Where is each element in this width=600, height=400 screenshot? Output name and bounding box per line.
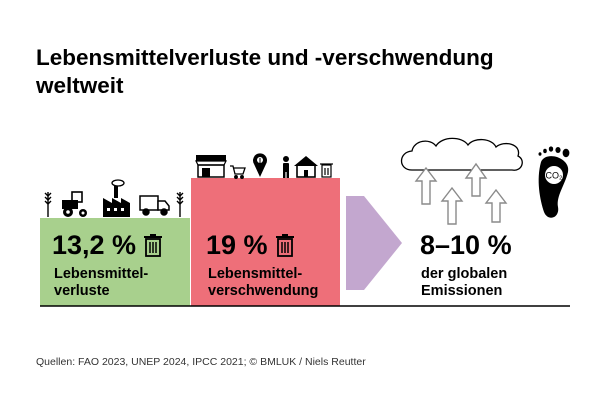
losses-value-text: 13,2 % bbox=[52, 230, 137, 260]
co2-footprint-icon: CO₂ bbox=[538, 146, 570, 218]
losses-value: 13,2 % bbox=[52, 230, 163, 260]
tractor-icon bbox=[62, 191, 87, 217]
emissions-value-text: 8–10 % bbox=[420, 230, 512, 260]
location-pin-icon bbox=[253, 153, 267, 177]
page-title: Lebensmittelverluste und -verschwendung … bbox=[36, 44, 576, 100]
losses-label: Lebensmittel- verluste bbox=[54, 266, 148, 300]
transition-arrow bbox=[346, 196, 402, 290]
wheat-icon bbox=[176, 192, 184, 217]
up-arrows-icon bbox=[414, 162, 508, 225]
source-note: Quellen: FAO 2023, UNEP 2024, IPCC 2021;… bbox=[36, 356, 366, 368]
emissions-value: 8–10 % bbox=[420, 230, 512, 260]
losses-label-line-1: Lebensmittel- bbox=[54, 266, 149, 282]
emissions-label-line-1: der globalen bbox=[421, 266, 508, 282]
losses-block bbox=[40, 218, 190, 306]
cloud-icon bbox=[400, 137, 523, 171]
title-line-2: weltweit bbox=[36, 73, 124, 98]
bin-icon bbox=[144, 234, 163, 257]
house-icon bbox=[294, 156, 318, 178]
wheat-icon bbox=[44, 192, 52, 217]
waste-label-line-2: verschwendung bbox=[208, 283, 319, 299]
waste-block bbox=[191, 178, 340, 306]
truck-icon bbox=[139, 195, 170, 216]
emissions-label: der globalen Emissionen bbox=[421, 266, 507, 300]
title-line-1: Lebensmittelverluste und -verschwendung bbox=[36, 45, 494, 70]
bin-icon bbox=[275, 234, 294, 257]
bin-icon bbox=[320, 163, 333, 178]
waste-value-text: 19 % bbox=[206, 230, 268, 260]
co2-label: CO₂ bbox=[546, 171, 564, 181]
waste-value: 19 % bbox=[206, 230, 294, 260]
waste-label-line-1: Lebensmittel- bbox=[208, 266, 303, 282]
person-icon bbox=[283, 156, 289, 178]
shop-icon bbox=[195, 155, 227, 178]
emissions-label-line-2: Emissionen bbox=[421, 283, 503, 299]
cart-icon bbox=[230, 165, 246, 179]
waste-label: Lebensmittel- verschwendung bbox=[208, 266, 318, 300]
losses-label-line-2: verluste bbox=[54, 283, 110, 299]
factory-icon bbox=[103, 179, 130, 217]
